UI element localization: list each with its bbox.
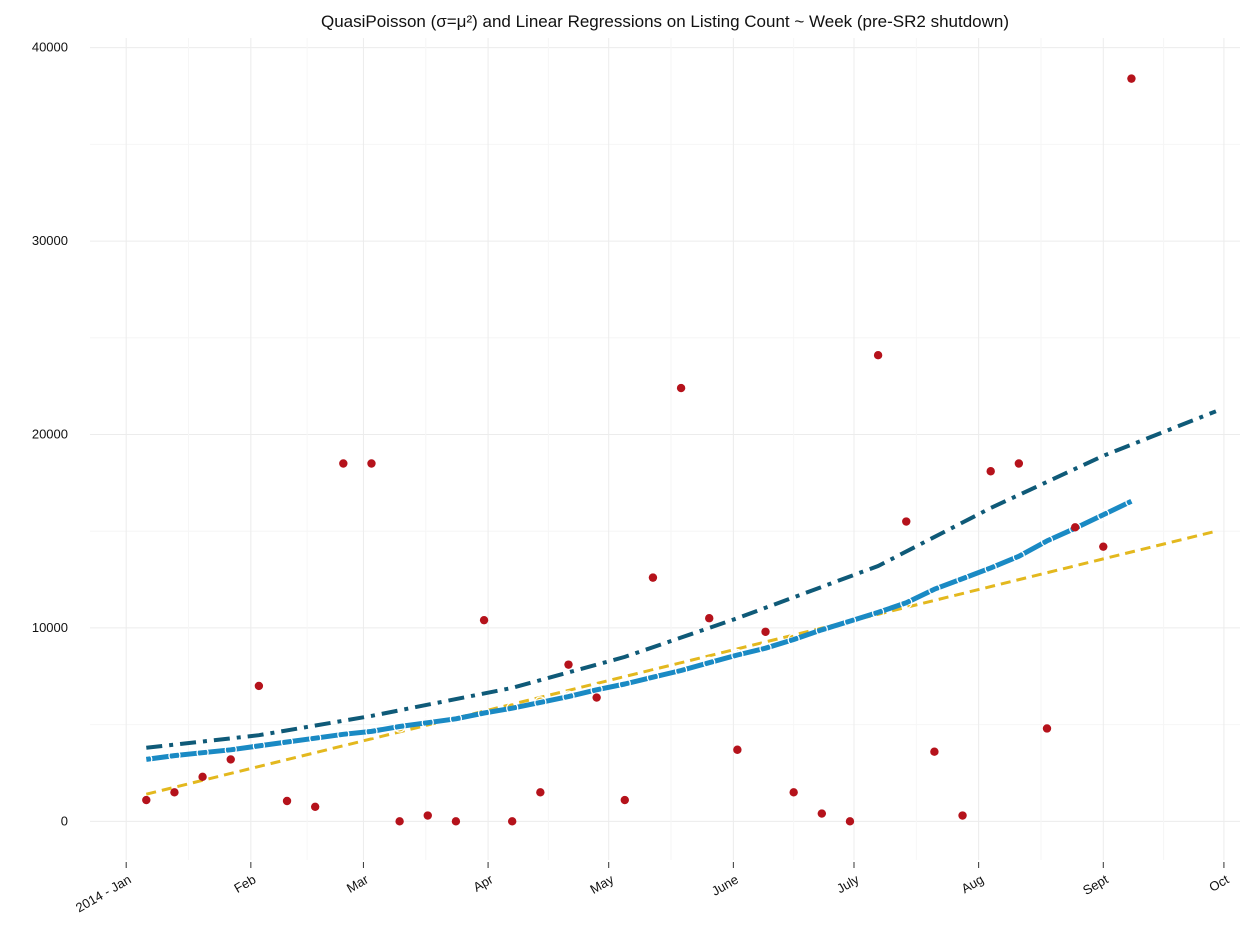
plot-area: [140, 74, 1217, 826]
observed-point: [676, 383, 686, 393]
observed-point: [451, 817, 461, 826]
observed-point: [592, 693, 601, 702]
observed-point: [789, 788, 798, 797]
fit-point-marker: [618, 677, 631, 691]
fit-point-marker: [337, 728, 350, 741]
observed-point: [536, 788, 545, 797]
observed-point: [310, 802, 320, 812]
fit-point-marker: [477, 706, 491, 720]
y-tick-label: 20000: [32, 426, 68, 441]
fit-point-marker: [393, 720, 406, 733]
observed-point: [282, 796, 292, 806]
observed-point: [254, 681, 264, 691]
fit-point-marker: [646, 671, 660, 684]
observed-point: [930, 747, 939, 756]
y-tick-label: 10000: [32, 620, 68, 635]
linear-fit-line: [145, 529, 1217, 796]
fit-point-marker: [984, 561, 997, 575]
fit-point-marker: [168, 749, 181, 762]
observed-point: [620, 795, 629, 805]
quasipoisson-fit-line: [145, 498, 1133, 762]
fit-point-marker: [1069, 522, 1082, 535]
fit-point-marker: [365, 725, 378, 738]
observed-point: [226, 755, 235, 764]
x-tick-label: Sept: [1080, 871, 1111, 898]
observed-point: [761, 627, 770, 636]
fit-point-marker: [562, 690, 575, 703]
observed-point: [423, 811, 432, 820]
fit-point-marker: [674, 664, 688, 677]
fit-point-marker: [309, 732, 322, 745]
fit-point-marker: [731, 648, 744, 662]
x-tick-label: Apr: [471, 871, 497, 894]
observed-point: [367, 459, 376, 468]
x-tick-label: Mar: [344, 871, 371, 896]
chart-title: QuasiPoisson (σ=μ²) and Linear Regressio…: [321, 12, 1009, 31]
x-tick-label: June: [709, 872, 741, 899]
fit-point-marker: [1040, 534, 1054, 547]
x-tick-label: Aug: [959, 872, 987, 897]
observed-point: [142, 795, 151, 805]
grid: [90, 38, 1240, 860]
observed-point: [479, 615, 489, 625]
observed-point: [564, 660, 573, 669]
observed-point: [986, 467, 995, 476]
fit-point-marker: [872, 606, 885, 619]
fit-point-marker: [1012, 550, 1025, 563]
x-axis: 2014 - Jan Feb Mar Apr May June July Aug Sept Oct: [73, 862, 1232, 915]
fit-point-marker: [1097, 508, 1110, 521]
observed-point: [508, 817, 517, 826]
fit-point-marker: [196, 746, 209, 759]
fit-point-marker: [449, 712, 463, 725]
x-tick-label: May: [587, 871, 616, 897]
fit-point-marker: [1125, 495, 1138, 508]
upper-fit-line: [146, 409, 1217, 750]
observed-point: [845, 817, 855, 826]
fit-point-marker: [759, 642, 772, 655]
observed-point: [1014, 459, 1024, 468]
y-tick-label: 40000: [32, 40, 68, 55]
x-tick-label: Feb: [231, 872, 258, 896]
observed-point: [198, 772, 207, 782]
fit-point-marker: [900, 596, 913, 609]
observed-point: [339, 459, 348, 468]
observed-point: [1042, 724, 1052, 733]
observed-point: [1127, 74, 1136, 83]
fit-point-marker: [956, 572, 969, 585]
observed-point: [170, 788, 179, 797]
observed-point: [733, 745, 742, 754]
y-tick-label: 0: [61, 813, 68, 828]
fit-point-marker: [252, 739, 265, 752]
observed-point: [705, 614, 714, 623]
observed-point: [1099, 542, 1108, 551]
fit-point-marker: [140, 753, 153, 766]
fit-point-marker: [534, 696, 547, 709]
fit-point-marker: [928, 583, 941, 596]
fit-point-marker: [815, 623, 828, 636]
y-tick-label: 30000: [32, 233, 68, 248]
x-tick-label: Oct: [1206, 871, 1231, 894]
observed-point: [873, 350, 883, 360]
fit-point-marker: [280, 735, 294, 749]
fit-point-marker: [421, 716, 434, 729]
fit-point-marker: [787, 633, 800, 646]
observed-point: [958, 811, 967, 820]
fit-point-marker: [843, 615, 857, 628]
fit-point-marker: [506, 702, 519, 715]
observed-point: [395, 817, 404, 826]
y-axis: 0 10000 20000 30000 40000: [32, 40, 68, 829]
observed-point: [1070, 523, 1080, 532]
fit-point-marker: [703, 656, 716, 669]
observed-point: [902, 517, 911, 526]
x-tick-label: July: [834, 871, 862, 896]
observed-point: [817, 809, 827, 818]
x-tick-label: 2014 - Jan: [73, 872, 134, 916]
observed-point: [648, 573, 658, 582]
